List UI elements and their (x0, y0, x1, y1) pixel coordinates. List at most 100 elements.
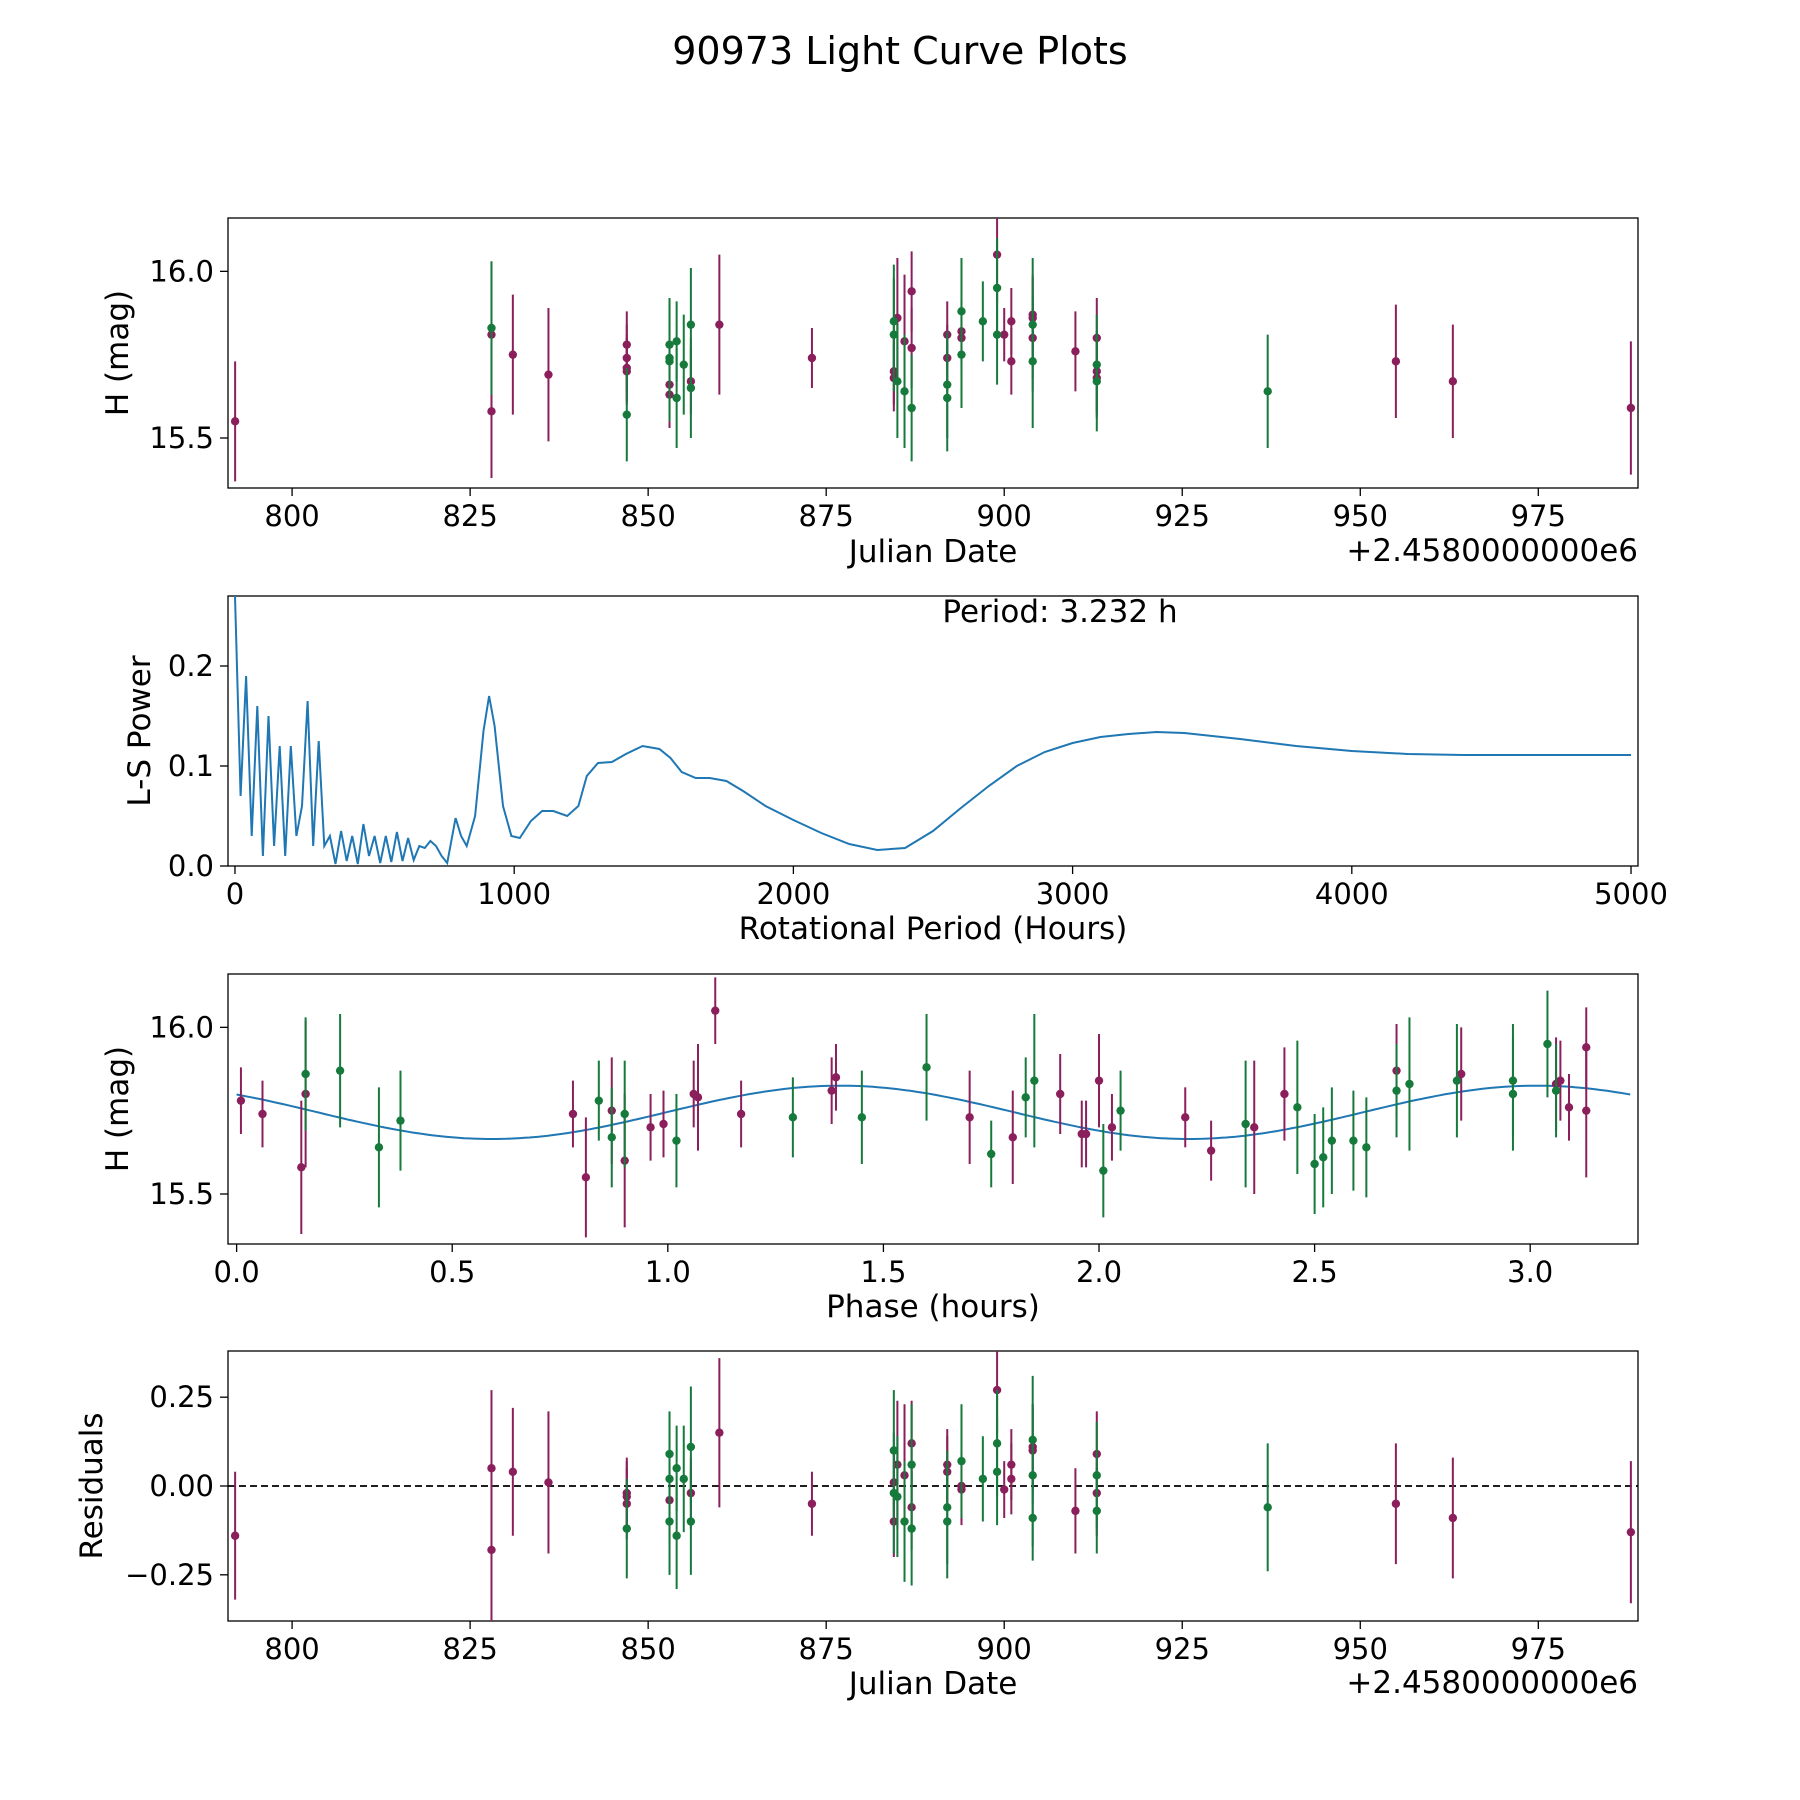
data-point (1391, 357, 1401, 366)
data-point (1007, 317, 1016, 326)
data-point (679, 1474, 688, 1484)
data-point (957, 1456, 966, 1466)
y-tick-label: 0.00 (149, 1469, 214, 1503)
data-point (907, 403, 916, 413)
data-point (581, 1173, 591, 1182)
data-point (1319, 1153, 1328, 1162)
data-point (1116, 1106, 1125, 1115)
data-point (1250, 1123, 1259, 1132)
data-point (1508, 1089, 1518, 1099)
data-point (487, 407, 496, 416)
data-point (715, 320, 724, 329)
y-tick-label: 16.0 (149, 254, 214, 288)
data-point (686, 1517, 696, 1526)
data-point (230, 1531, 240, 1540)
data-point (900, 387, 909, 396)
data-point (1099, 1166, 1108, 1175)
x-tick-label: 825 (442, 499, 497, 533)
data-point (672, 1464, 681, 1473)
y-tick-label: −0.25 (125, 1558, 214, 1592)
data-point (508, 1467, 518, 1476)
residuals-panel: 800 825 850 875 900 925 950 975 −0.25 0.00 0.25 Ju… (74, 1350, 1639, 1702)
data-point (1030, 1076, 1039, 1085)
data-point (922, 1063, 931, 1072)
phased-panel: 0.0 0.5 1.0 1.5 2.0 2.5 3.0 15.5 16.0 Phase (hou… (100, 973, 1639, 1325)
x-tick-label: 875 (799, 499, 854, 533)
data-point (1405, 1079, 1414, 1089)
data-point (1457, 1069, 1466, 1079)
data-point (788, 1113, 798, 1122)
data-point (686, 1442, 696, 1452)
data-point (907, 287, 916, 296)
data-point (374, 1143, 384, 1152)
phased-data-points (236, 977, 1631, 1238)
data-point (1392, 1086, 1401, 1095)
data-point (889, 330, 899, 339)
data-point (1000, 330, 1009, 339)
periodogram-curve (234, 596, 1631, 866)
data-point (1362, 1143, 1371, 1152)
data-point (1263, 387, 1272, 396)
lightcurve-data-points (230, 218, 1636, 482)
periodogram-panel: 0 1000 2000 3000 4000 5000 0.0 0.1 0.2 Period: 3… (122, 594, 1668, 947)
periodogram-plot-frame (227, 595, 1639, 867)
data-point (672, 393, 681, 403)
fit-curve (236, 1084, 1631, 1140)
data-point (1107, 1123, 1117, 1132)
lightcurve-plot-frame (227, 217, 1639, 489)
data-point (230, 417, 240, 426)
data-point (686, 383, 696, 393)
data-point (236, 1096, 246, 1105)
x-tick-label: 1000 (477, 877, 551, 911)
data-point (665, 1517, 674, 1526)
data-point (893, 1492, 902, 1501)
x-tick-label: 1.0 (645, 1255, 691, 1289)
data-point (1181, 1113, 1190, 1122)
data-point (1626, 1527, 1636, 1537)
data-point (992, 1467, 1002, 1476)
x-tick-label: 975 (1511, 1632, 1566, 1666)
x-tick-label: 800 (264, 1632, 319, 1666)
x-tick-label: 2000 (756, 877, 830, 911)
data-point (594, 1096, 604, 1105)
data-point (672, 1136, 681, 1145)
data-point (1008, 1133, 1017, 1142)
data-point (1206, 1146, 1216, 1155)
x-tick-label: 900 (977, 499, 1032, 533)
figure-title: 90973 Light Curve Plots (672, 29, 1127, 73)
data-point (943, 1517, 952, 1526)
x-tick-label: 975 (1511, 499, 1566, 533)
data-point (620, 1109, 629, 1119)
residuals-x-offset: +2.4580000000e6 (1346, 1665, 1638, 1701)
data-point (831, 1073, 841, 1082)
x-tick-label: 3000 (1036, 877, 1110, 911)
data-point (607, 1133, 616, 1142)
x-tick-label: 875 (799, 1632, 854, 1666)
residuals-y-label: Residuals (74, 1412, 110, 1559)
periodogram-x-label: Rotational Period (Hours) (739, 911, 1128, 947)
phased-ticks: 0.0 0.5 1.0 1.5 2.0 2.5 3.0 15.5 16.0 (149, 1010, 1553, 1289)
data-point (978, 317, 988, 326)
data-point (987, 1149, 996, 1159)
data-point (1349, 1136, 1358, 1145)
data-point (335, 1066, 345, 1075)
data-point (893, 377, 902, 386)
x-tick-label: 950 (1333, 1632, 1388, 1666)
x-tick-label: 950 (1333, 499, 1388, 533)
x-tick-label: 0 (226, 877, 244, 911)
data-point (1071, 347, 1080, 356)
data-point (1626, 403, 1636, 413)
data-point (396, 1116, 405, 1125)
data-point (508, 350, 518, 359)
lightcurve-y-label: H (mag) (100, 290, 136, 416)
data-point (1551, 1086, 1561, 1095)
data-point (672, 1531, 681, 1540)
x-tick-label: 4000 (1315, 877, 1389, 911)
data-point (965, 1113, 974, 1122)
data-point (907, 1460, 916, 1469)
data-point (992, 330, 1002, 339)
data-point (715, 1428, 724, 1437)
data-point (487, 1464, 496, 1473)
lightcurve-ticks: 800 825 850 875 900 925 950 975 15.5 16.0 (149, 254, 1566, 533)
